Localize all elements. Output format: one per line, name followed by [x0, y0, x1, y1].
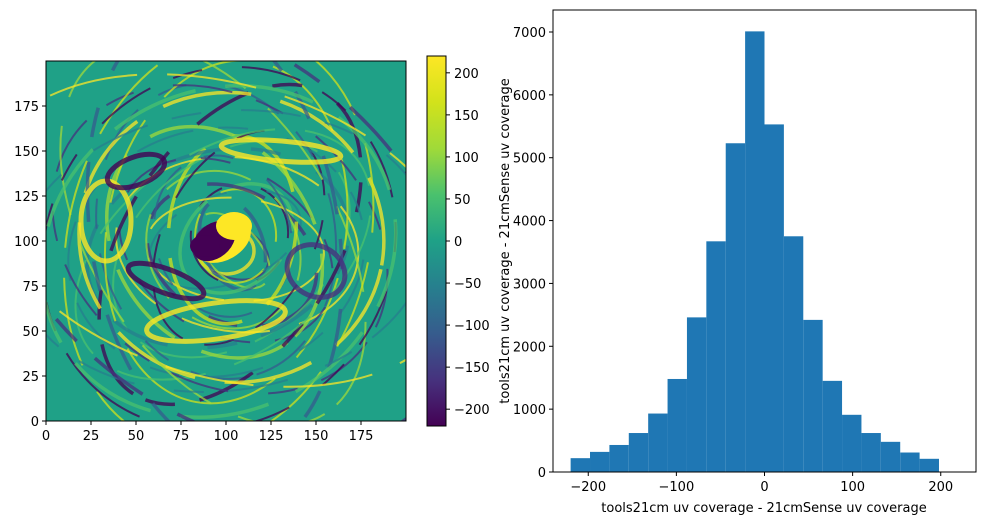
histogram-x-tick-label: 100 — [840, 480, 865, 495]
colorbar-tick-label: 200 — [454, 67, 479, 82]
heatmap-ring — [105, 124, 325, 360]
heatmap-ring — [152, 129, 326, 346]
histogram-panel: −200 −100 0 100 200 0 1000 2000 3000 4000 5000 600… — [498, 9, 977, 516]
colorbar-tick-label: 0 — [454, 235, 462, 250]
heatmap-ring — [197, 196, 268, 292]
heatmap-x-ticks: 0 25 50 75 100 125 150 175 — [42, 421, 374, 444]
heatmap-y-tick-label: 50 — [22, 325, 39, 340]
heatmap-ring — [63, 61, 375, 421]
histogram-bars — [570, 31, 939, 473]
histogram-bar — [648, 413, 668, 472]
heatmap-y-tick-label: 175 — [14, 100, 39, 115]
heatmap-ring — [46, 73, 406, 388]
heatmap-center-blob — [190, 212, 252, 263]
histogram-y-tick-label: 4000 — [513, 215, 546, 230]
heatmap-ring — [46, 109, 406, 393]
histogram-bar — [822, 380, 843, 472]
histogram-bar — [783, 236, 804, 472]
colorbar-tick-label: −200 — [454, 403, 490, 418]
heatmap-ring — [67, 126, 366, 379]
histogram-bar — [686, 317, 707, 472]
histogram-y-tick-label: 1000 — [513, 403, 546, 418]
histogram-bar — [725, 143, 746, 472]
histogram-bar — [803, 319, 823, 472]
histogram-x-tick-label: 200 — [928, 480, 953, 495]
heatmap-ring — [118, 157, 334, 344]
histogram-x-ticks: −200 −100 0 100 200 — [570, 472, 953, 495]
histogram-bar — [706, 241, 726, 472]
histogram-bar — [667, 378, 687, 472]
heatmap-ring — [189, 183, 290, 286]
histogram-bar — [590, 451, 610, 472]
histogram-y-tick-label: 6000 — [513, 89, 546, 104]
histogram-bar — [745, 31, 765, 472]
heatmap-ring — [194, 188, 278, 284]
heatmap-ring — [46, 65, 397, 421]
histogram-y-tick-label: 3000 — [513, 277, 546, 292]
heatmap-y-tick-label: 25 — [22, 370, 39, 385]
heatmap-ring — [152, 154, 293, 318]
heatmap-y-tick-label: 75 — [22, 280, 39, 295]
heatmap-ring — [144, 196, 325, 303]
histogram-y-tick-label: 0 — [538, 466, 546, 481]
histogram-bar — [609, 444, 629, 472]
histogram-bar — [628, 433, 649, 472]
heatmap-feature — [125, 260, 207, 302]
heatmap-image — [46, 61, 406, 421]
heatmap-x-tick-label: 125 — [259, 429, 284, 444]
histogram-y-axis-label: tools21cm uv coverage - 21cmSense uv cov… — [498, 78, 513, 403]
heatmap-y-tick-label: 150 — [14, 145, 39, 160]
histogram-bar — [842, 414, 862, 472]
heatmap-ring — [51, 84, 389, 395]
colorbar-ticks: −200 −150 −100 −50 0 50 100 150 200 — [446, 67, 490, 418]
heatmap-feature — [104, 151, 168, 191]
colorbar-tick-label: −100 — [454, 319, 490, 334]
colorbar-gradient — [426, 55, 447, 427]
histogram-bar — [570, 458, 591, 472]
colorbar-tick-label: −50 — [454, 277, 481, 292]
heatmap-y-tick-label: 125 — [14, 190, 39, 205]
histogram-bar — [764, 124, 784, 473]
heatmap-y-tick-label: 0 — [31, 415, 39, 430]
heatmap-rings — [46, 61, 406, 421]
heatmap-ring — [103, 61, 349, 405]
heatmap-x-tick-label: 75 — [173, 429, 190, 444]
heatmap-x-tick-label: 25 — [83, 429, 100, 444]
histogram-y-tick-label: 2000 — [513, 340, 546, 355]
heatmap-ring — [97, 82, 363, 407]
heatmap-ring — [46, 84, 398, 419]
colorbar-tick-label: 150 — [454, 109, 479, 124]
histogram-x-axis-label: tools21cm uv coverage - 21cmSense uv cov… — [601, 501, 926, 516]
heatmap-x-tick-label: 50 — [128, 429, 145, 444]
heatmap-ring — [46, 61, 406, 421]
histogram-x-tick-label: 0 — [760, 480, 768, 495]
histogram-x-tick-label: −200 — [570, 480, 606, 495]
heatmap-ring — [77, 90, 386, 385]
heatmap-y-ticks: 0 25 50 75 100 125 150 175 — [14, 100, 46, 430]
colorbar-tick-label: −150 — [454, 361, 490, 376]
colorbar-tick-label: 100 — [454, 151, 479, 166]
heatmap-feature — [144, 298, 288, 344]
heatmap-x-tick-label: 175 — [349, 429, 374, 444]
heatmap-x-tick-label: 0 — [42, 429, 50, 444]
heatmap-panel: 0 25 50 75 100 125 150 175 0 25 50 75 100 125 150 175 — [14, 60, 407, 444]
histogram-bar — [900, 452, 920, 472]
heatmap-x-tick-label: 150 — [304, 429, 329, 444]
colorbar: −200 −150 −100 −50 0 50 100 150 200 — [426, 55, 490, 427]
histogram-bar — [861, 433, 881, 472]
histogram-y-tick-label: 7000 — [513, 26, 546, 41]
histogram-bar — [880, 441, 901, 472]
heatmap-x-tick-label: 100 — [214, 429, 239, 444]
heatmap-feature — [218, 137, 344, 165]
heatmap-feature — [284, 242, 348, 300]
heatmap-ring — [74, 128, 372, 381]
histogram-bar — [919, 458, 939, 472]
histogram-x-tick-label: −100 — [659, 480, 695, 495]
heatmap-ring — [148, 188, 302, 290]
histogram-y-tick-label: 5000 — [513, 152, 546, 167]
histogram-y-ticks: 0 1000 2000 3000 4000 5000 6000 7000 — [513, 26, 553, 481]
colorbar-tick-label: 50 — [454, 193, 471, 208]
heatmap-y-tick-label: 100 — [14, 235, 39, 250]
